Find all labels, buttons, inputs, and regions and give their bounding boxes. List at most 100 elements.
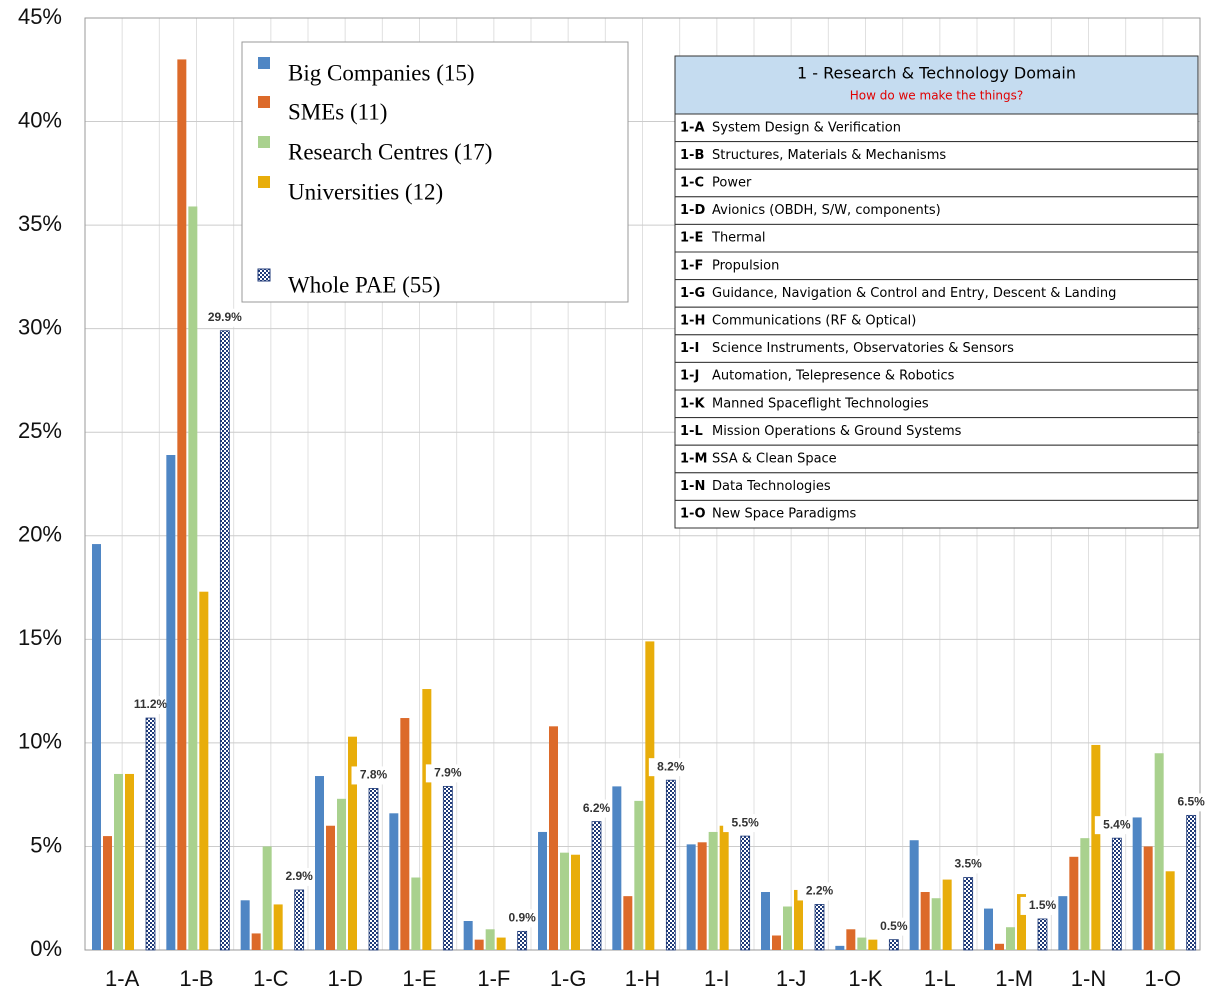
value-label: 7.9% bbox=[434, 766, 462, 780]
table-row bbox=[674, 141, 1199, 170]
row-code: 1-H bbox=[680, 314, 705, 329]
bar bbox=[166, 455, 176, 950]
bar bbox=[199, 591, 209, 950]
y-tick-label: 10% bbox=[18, 729, 62, 754]
bar bbox=[219, 330, 230, 951]
value-label: 0.9% bbox=[508, 911, 536, 925]
value-label: 0.5% bbox=[880, 919, 908, 933]
x-tick-label: 1-H bbox=[625, 966, 660, 991]
row-text: Communications (RF & Optical) bbox=[712, 314, 916, 329]
bar bbox=[103, 836, 112, 950]
row-text: Guidance, Navigation & Control and Entry… bbox=[712, 286, 1116, 301]
bar bbox=[1186, 814, 1197, 951]
table-row bbox=[674, 472, 1199, 501]
value-label: 8.2% bbox=[657, 759, 685, 773]
value-label: 29.9% bbox=[208, 310, 242, 324]
row-code: 1-L bbox=[680, 424, 703, 439]
value-label-bg bbox=[1020, 896, 1065, 915]
bar bbox=[517, 930, 528, 951]
value-label: 6.2% bbox=[583, 801, 611, 815]
x-tick-label: 1-E bbox=[402, 966, 436, 991]
bar bbox=[984, 908, 993, 950]
bar bbox=[188, 206, 198, 950]
row-text: Thermal bbox=[711, 231, 766, 246]
bar bbox=[846, 929, 856, 950]
table-row bbox=[674, 444, 1199, 474]
y-tick-label: 0% bbox=[30, 936, 62, 961]
value-label: 11.2% bbox=[134, 697, 168, 711]
y-tick-label: 5% bbox=[30, 832, 62, 857]
bar bbox=[591, 821, 602, 951]
value-label-bg bbox=[202, 308, 247, 327]
bar bbox=[1132, 817, 1142, 950]
legend-label: Whole PAE (55) bbox=[288, 272, 440, 297]
bar bbox=[1091, 744, 1101, 950]
row-text: Mission Operations & Ground Systems bbox=[712, 424, 962, 439]
bar bbox=[686, 844, 696, 950]
bar bbox=[92, 544, 101, 950]
row-code: 1-O bbox=[680, 507, 706, 522]
x-tick-label: 1-I bbox=[704, 966, 730, 991]
legend-label: Universities (12) bbox=[288, 179, 443, 204]
row-code: 1-A bbox=[680, 120, 705, 135]
bar bbox=[1165, 871, 1175, 950]
bar bbox=[549, 726, 558, 950]
bar bbox=[337, 798, 346, 950]
row-text: SSA & Clean Space bbox=[712, 452, 837, 467]
value-label-bg bbox=[277, 867, 322, 886]
table-row bbox=[674, 306, 1199, 336]
bar bbox=[1154, 753, 1164, 950]
table-row bbox=[674, 196, 1199, 225]
bar bbox=[931, 898, 941, 950]
row-code: 1-G bbox=[680, 286, 705, 301]
bar bbox=[623, 896, 633, 950]
bar bbox=[1037, 918, 1048, 951]
bar bbox=[708, 831, 718, 950]
bar bbox=[496, 937, 506, 950]
bar bbox=[538, 831, 547, 950]
bar bbox=[251, 933, 261, 950]
value-label-bg bbox=[946, 855, 991, 874]
bar bbox=[634, 800, 644, 950]
legend-swatch bbox=[258, 96, 270, 108]
bar bbox=[963, 877, 974, 951]
value-label-bg bbox=[128, 696, 173, 715]
row-text: Structures, Materials & Mechanisms bbox=[712, 148, 946, 163]
value-label: 2.2% bbox=[806, 884, 834, 898]
bar bbox=[719, 825, 729, 950]
x-tick-label: 1-B bbox=[179, 966, 213, 991]
table-title: 1 - Research & Technology Domain bbox=[797, 64, 1076, 83]
row-code: 1-C bbox=[680, 176, 704, 191]
bar bbox=[442, 785, 453, 951]
bar bbox=[794, 889, 803, 950]
bar bbox=[273, 904, 283, 950]
y-tick-label: 25% bbox=[18, 418, 62, 443]
bar bbox=[389, 813, 399, 950]
legend-label: SMEs (11) bbox=[288, 99, 387, 124]
bar bbox=[1080, 838, 1090, 950]
row-code: 1-E bbox=[680, 231, 703, 246]
value-label: 6.5% bbox=[1177, 795, 1205, 809]
x-tick-label: 1-L bbox=[924, 966, 956, 991]
value-label-bg bbox=[871, 917, 916, 936]
bar bbox=[835, 945, 845, 950]
bar bbox=[783, 906, 792, 950]
value-label-bg bbox=[351, 766, 396, 785]
bar bbox=[761, 892, 770, 950]
bar bbox=[857, 937, 867, 950]
value-label: 3.5% bbox=[954, 857, 982, 871]
bar bbox=[612, 786, 622, 950]
x-tick-label: 1-M bbox=[995, 966, 1033, 991]
x-tick-label: 1-F bbox=[477, 966, 510, 991]
bar bbox=[1006, 927, 1015, 950]
table-subtitle: How do we make the things? bbox=[850, 89, 1024, 103]
bar bbox=[942, 879, 952, 950]
bar bbox=[463, 921, 473, 950]
legend bbox=[241, 41, 629, 303]
row-text: New Space Paradigms bbox=[712, 507, 857, 522]
y-tick-label: 45% bbox=[18, 4, 62, 29]
value-label-bg bbox=[1169, 793, 1208, 812]
bar bbox=[645, 641, 655, 950]
bar bbox=[422, 689, 432, 950]
